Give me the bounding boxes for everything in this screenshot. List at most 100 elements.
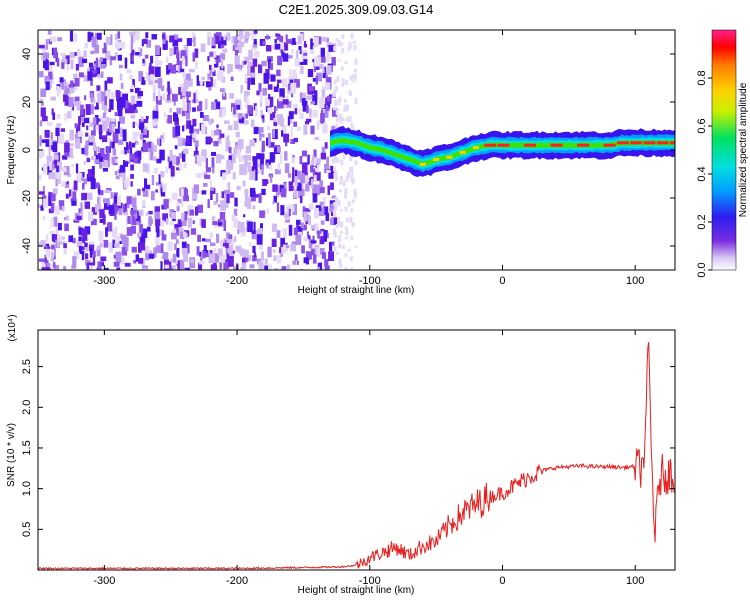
spectrogram-noise-cell (289, 79, 294, 85)
spectrogram-noise-cell (316, 164, 320, 173)
spectrogram-noise-cell (220, 155, 225, 160)
spectrogram-noise-cell (110, 192, 113, 199)
spectrogram-noise-cell (177, 263, 182, 270)
spectrogram-noise-cell (337, 217, 341, 221)
spectrogram-noise-cell (107, 77, 113, 84)
snr-y-tick-label: 0.5 (21, 522, 33, 537)
spectrogram-noise-cell (46, 155, 53, 167)
spectrogram-noise-cell (299, 188, 305, 197)
spectrogram-noise-cell (111, 156, 116, 165)
spectrogram-noise-cell (108, 204, 115, 215)
spectrogram-noise-cell (154, 66, 161, 77)
spectrogram-noise-cell (198, 260, 205, 265)
spectrogram-noise-cell (228, 256, 234, 267)
spectrogram-noise-cell (145, 71, 150, 81)
spectrogram-noise-cell (131, 49, 135, 56)
spectrogram-noise-cell (254, 194, 261, 198)
spectrogram-noise-cell (174, 145, 178, 150)
spectrogram-noise-cell (288, 208, 291, 217)
spectrogram-noise-cell (247, 65, 251, 76)
spectrogram-noise-cell (247, 105, 253, 114)
spectrogram-noise-cell (39, 98, 44, 104)
spectrogram-noise-cell (303, 59, 308, 65)
spectrogram-noise-cell (309, 45, 315, 55)
spectrogram-noise-cell (76, 48, 80, 58)
spectrogram-noise-cell (334, 171, 338, 176)
spectrogram-noise-cell (198, 262, 203, 270)
spectrogram-x-tick-label: -300 (93, 275, 115, 287)
spectrogram-noise-cell (272, 45, 277, 50)
spectrogram-noise-cell (255, 105, 258, 117)
spectrogram-noise-cell (109, 99, 114, 110)
spectrogram-noise-cell (105, 90, 111, 100)
spectrogram-noise-cell (212, 163, 215, 174)
spectrogram-noise-cell (54, 264, 60, 270)
spectrogram-noise-cell (200, 43, 206, 53)
spectrogram-noise-cell (322, 66, 325, 73)
spectrogram-noise-cell (99, 262, 104, 266)
spectrogram-noise-cell (245, 73, 248, 83)
spectrogram-noise-cell (104, 203, 110, 210)
spectrogram-noise-cell (317, 119, 321, 126)
spectrogram-noise-cell (203, 115, 209, 122)
spectrogram-ridge-peak (524, 143, 536, 147)
spectrogram-noise-cell (210, 50, 217, 58)
spectrogram-noise-cell (50, 193, 56, 202)
spectrogram-noise-cell (201, 238, 206, 242)
spectrogram-noise-cell (151, 175, 155, 186)
spectrogram-noise-cell (97, 74, 103, 78)
spectrogram-noise-cell (250, 66, 255, 76)
spectrogram-noise-cell (318, 207, 325, 216)
spectrogram-noise-cell (64, 223, 69, 232)
spectrogram-noise-cell (226, 239, 233, 243)
spectrogram-noise-cell (228, 147, 232, 154)
spectrogram-noise-cell (210, 187, 214, 191)
spectrogram-noise-cell (97, 184, 101, 194)
spectrogram-noise-cell (294, 105, 298, 115)
spectrogram-noise-cell (209, 67, 212, 76)
spectrogram-noise-cell (193, 184, 199, 194)
spectrogram-noise-cell (258, 244, 263, 250)
spectrogram-noise-cell (145, 116, 149, 120)
spectrogram-noise-cell (322, 123, 328, 134)
spectrogram-noise-cell (211, 101, 217, 110)
spectrogram-noise-cell (123, 161, 129, 167)
spectrogram-noise-cell (96, 85, 101, 91)
spectrogram-noise-cell (183, 124, 188, 132)
spectrogram-noise-cell (126, 227, 133, 236)
spectrogram-noise-cell (335, 110, 339, 115)
spectrogram-noise-cell (238, 155, 244, 163)
spectrogram-noise-cell (329, 208, 335, 213)
spectrogram-noise-cell (163, 112, 167, 118)
spectrogram-noise-cell (99, 157, 103, 169)
spectrogram-noise-cell (139, 269, 145, 270)
spectrogram-noise-cell (263, 72, 269, 84)
spectrogram-noise-cell (349, 256, 353, 262)
spectrogram-noise-cell (83, 161, 86, 165)
spectrogram-noise-cell (49, 230, 56, 235)
spectrogram-noise-cell (195, 144, 198, 153)
spectrogram-noise-cell (299, 92, 303, 103)
spectrogram-noise-cell (280, 188, 287, 198)
spectrogram-noise-cell (50, 96, 56, 101)
spectrogram-noise-cell (116, 204, 121, 208)
spectrogram-ridge-peak (497, 143, 510, 147)
spectrogram-noise-cell (277, 255, 282, 264)
spectrogram-noise-cell (130, 164, 134, 171)
spectrogram-ridge-peak (472, 146, 479, 150)
spectrogram-noise-cell (67, 111, 72, 119)
spectrogram-noise-cell (200, 112, 204, 118)
spectrogram-ridge-peak (670, 141, 675, 145)
spectrogram-noise-cell (148, 216, 152, 226)
spectrogram-noise-cell (130, 95, 136, 106)
spectrogram-noise-cell (62, 155, 68, 160)
spectrogram-noise-cell (113, 158, 119, 163)
spectrogram-noise-cell (130, 210, 136, 215)
spectrogram-noise-cell (324, 142, 328, 149)
spectrogram-noise-cell (152, 84, 157, 93)
spectrogram-noise-cell (298, 187, 302, 198)
spectrogram-noise-cell (209, 180, 212, 188)
spectrogram-noise-cell (142, 200, 146, 206)
spectrogram-noise-cell (262, 40, 266, 46)
spectrogram-noise-cell (108, 50, 111, 60)
